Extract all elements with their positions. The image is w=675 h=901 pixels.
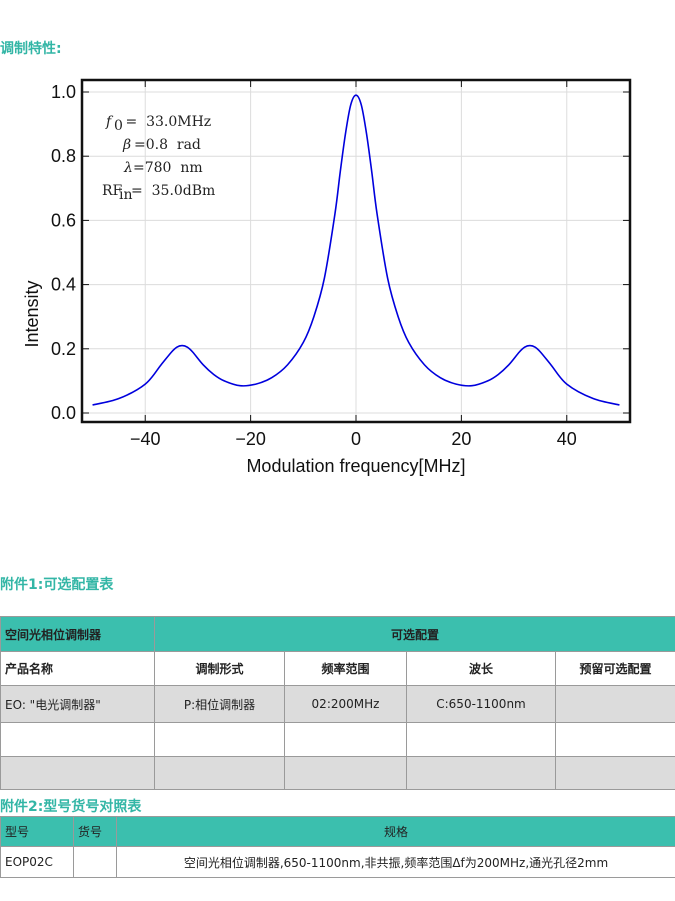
annotation-f0-sub: 0: [114, 118, 123, 134]
table-cell: P:相位调制器: [154, 685, 285, 723]
table2-header-row: 型号 货号 规格: [0, 816, 675, 847]
table-cell: 空间光相位调制器,650-1100nm,非共振,频率范围Δf为200MHz,通光…: [116, 846, 675, 878]
x-axis-label: Modulation frequency[MHz]: [246, 456, 465, 476]
annotation-f0-value: = 33.0MHz: [121, 114, 211, 130]
table-cell: EO: "电光调制器": [0, 685, 155, 723]
intensity-curve: [92, 94, 620, 406]
annotation-rf-sub: in: [119, 187, 133, 203]
table-cell: [406, 756, 556, 790]
table1-col-product-name: 产品名称: [0, 651, 155, 686]
annotation-f0-symbol: f: [105, 114, 114, 130]
table-cell: [154, 722, 285, 757]
table-cell: [554, 756, 675, 790]
table-cell: [554, 685, 675, 723]
table-cell: [406, 722, 556, 757]
chart-grid: [82, 80, 630, 422]
table1-col-reserved: 预留可选配置: [554, 651, 675, 686]
table-row: [0, 722, 675, 757]
table2-col-model: 型号: [0, 816, 74, 847]
modulation-chart: −40 −20 0 20 40 0.0 0.2 0.4 0.6 0.8 1.0 Modulatio…: [22, 78, 632, 476]
annotation-beta-symbol: β: [122, 137, 131, 153]
y-tick-label: 0.8: [51, 146, 76, 166]
annotation-lambda-symbol: λ: [123, 160, 133, 176]
table-cell: [0, 756, 155, 790]
table1-header-row: 空间光相位调制器 可选配置: [0, 616, 675, 652]
table-row: [0, 756, 675, 790]
table2-col-item-no: 货号: [73, 816, 117, 847]
x-tick-label: 20: [451, 429, 471, 449]
y-tick-label: 0.6: [51, 210, 76, 230]
table1-subheader-row: 产品名称 调制形式 频率范围 波长 预留可选配置: [0, 651, 675, 686]
table-cell: [554, 722, 675, 757]
x-tick-label: 40: [557, 429, 577, 449]
optional-config-table: 空间光相位调制器 可选配置 产品名称 调制形式 频率范围 波长 预留可选配置 E…: [0, 616, 675, 790]
y-axis-label: Intensity: [22, 280, 42, 347]
annotation-rf: RF in = 35.0dBm: [102, 183, 215, 203]
x-tick-label: −40: [130, 429, 161, 449]
table-cell: [0, 722, 155, 757]
section-title-modulation: 调制特性:: [0, 41, 62, 57]
annotation-beta-value: =0.8 rad: [134, 137, 201, 153]
table-cell: [284, 756, 407, 790]
x-tick-labels: −40 −20 0 20 40: [130, 429, 577, 449]
x-tick-label: −20: [235, 429, 266, 449]
table-cell: [154, 756, 285, 790]
table-cell: EOP02C: [0, 846, 74, 878]
table-cell: 02:200MHz: [284, 685, 407, 723]
annotation-beta: β =0.8 rad: [122, 137, 201, 153]
table-cell: [73, 846, 117, 878]
section-title-appendix1: 附件1:可选配置表: [0, 577, 114, 593]
annotation-lambda: λ =780 nm: [123, 160, 203, 176]
x-tick-label: 0: [351, 429, 361, 449]
table1-col-frequency: 频率范围: [284, 651, 407, 686]
table-row: EO: "电光调制器" P:相位调制器 02:200MHz C:650-1100…: [0, 685, 675, 723]
table-row: EOP02C 空间光相位调制器,650-1100nm,非共振,频率范围Δf为20…: [0, 846, 675, 878]
annotation-rf-symbol: RF: [102, 183, 123, 199]
table-cell: [284, 722, 407, 757]
y-tick-label: 0.4: [51, 275, 76, 295]
y-tick-labels: 0.0 0.2 0.4 0.6 0.8 1.0: [51, 82, 76, 423]
table1-header-options: 可选配置: [153, 616, 675, 652]
annotation-f0: f 0 = 33.0MHz: [105, 114, 211, 134]
y-tick-label: 1.0: [51, 82, 76, 102]
section-title-appendix2: 附件2:型号货号对照表: [0, 799, 142, 815]
annotation-lambda-value: =780 nm: [133, 160, 203, 176]
table2-col-spec: 规格: [116, 816, 675, 847]
y-tick-label: 0.0: [51, 403, 76, 423]
y-tick-label: 0.2: [51, 339, 76, 359]
model-cross-reference-table: 型号 货号 规格 EOP02C 空间光相位调制器,650-1100nm,非共振,…: [0, 816, 675, 878]
table1-col-modulation: 调制形式: [154, 651, 285, 686]
annotation-rf-value: = 35.0dBm: [131, 183, 215, 199]
table-cell: C:650-1100nm: [406, 685, 556, 723]
chart-ticks: [82, 80, 630, 422]
table1-header-product: 空间光相位调制器: [0, 616, 155, 652]
table1-col-wavelength: 波长: [406, 651, 556, 686]
